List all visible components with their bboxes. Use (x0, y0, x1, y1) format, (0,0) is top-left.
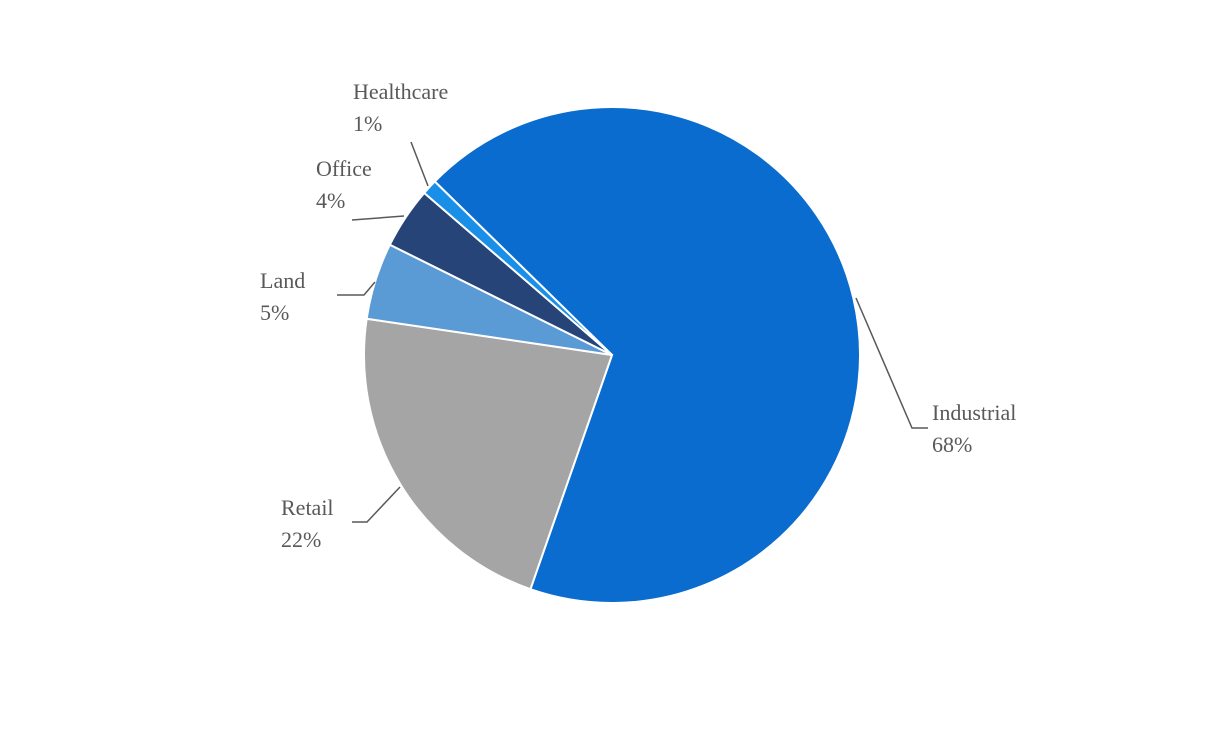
value-label: 22% (281, 527, 321, 552)
leader-line (855, 297, 928, 429)
leader-line (410, 141, 429, 187)
pie-slice (433, 106, 861, 604)
value-label: 68% (932, 432, 972, 457)
slice-label: Industrial (932, 400, 1016, 425)
slice-label: Retail (281, 495, 334, 520)
slice-label: Office (316, 156, 372, 181)
value-label: 1% (353, 111, 382, 136)
value-label: 4% (316, 188, 345, 213)
leader-line (352, 486, 401, 523)
slice-label: Healthcare (353, 79, 448, 104)
slice-label: Land (260, 268, 305, 293)
value-label: 5% (260, 300, 289, 325)
leader-line (351, 215, 405, 221)
leader-line (337, 281, 376, 296)
pie-slice (422, 180, 613, 356)
pie-slice (363, 317, 614, 591)
